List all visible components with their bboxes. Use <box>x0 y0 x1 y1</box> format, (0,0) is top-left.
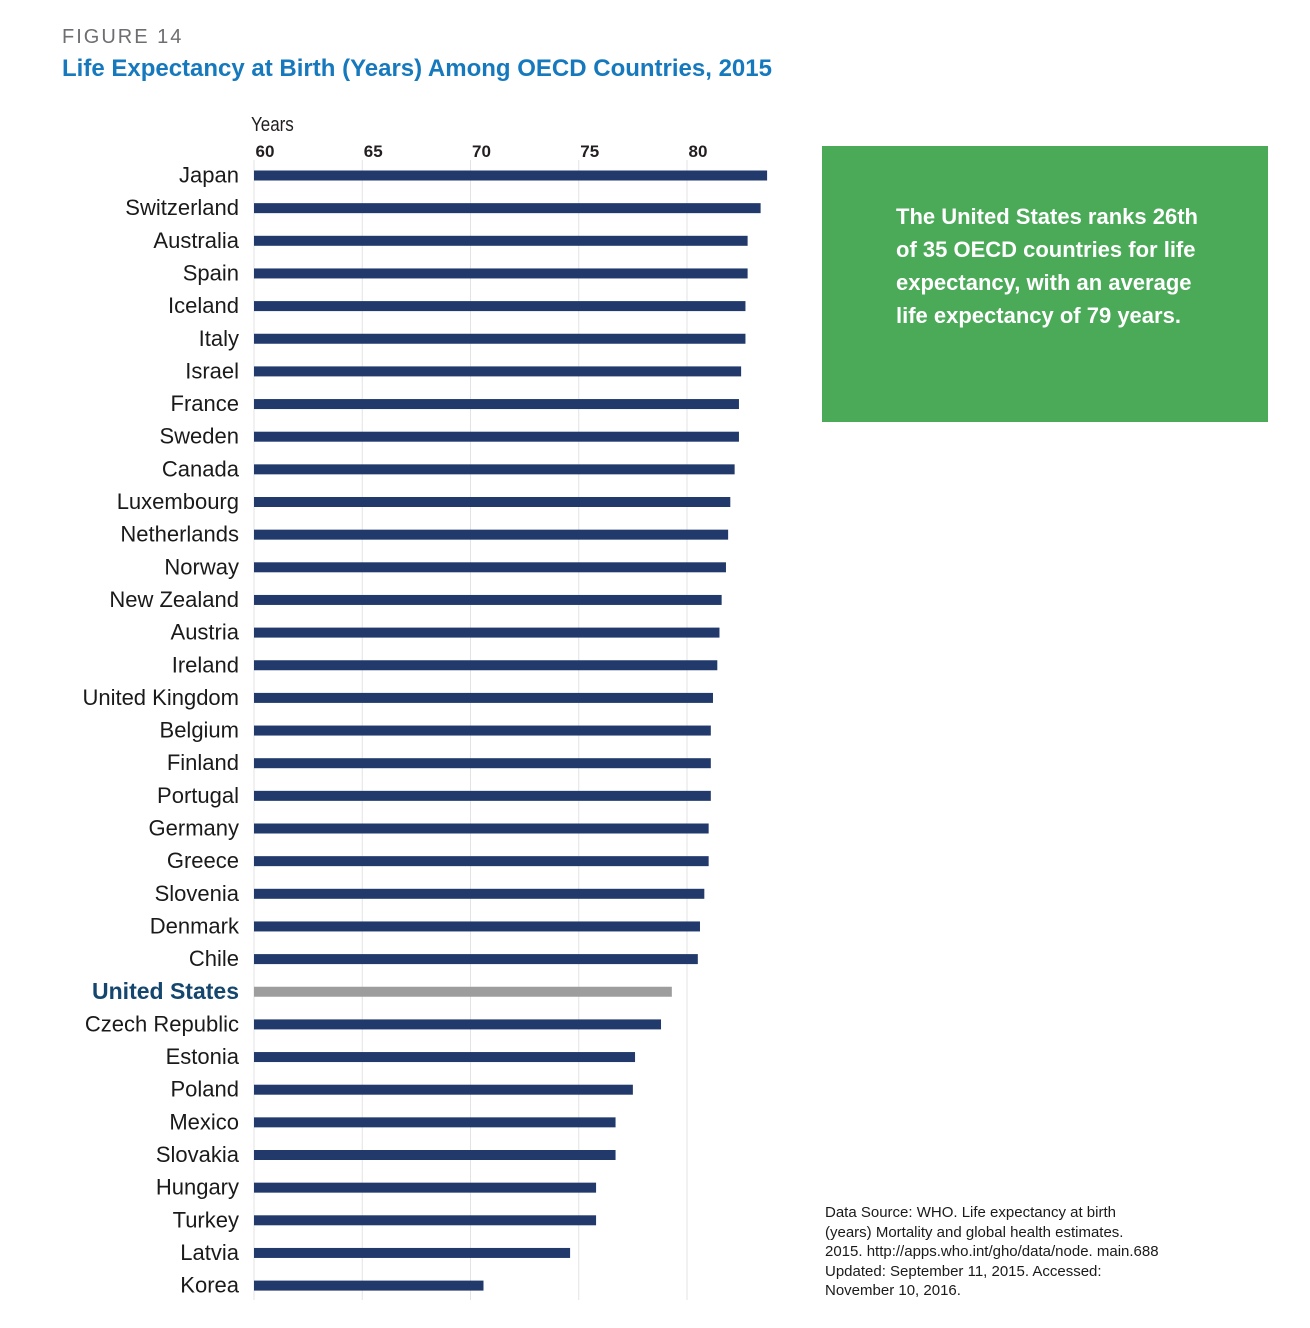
bar-netherlands <box>254 529 729 540</box>
bar-austria <box>254 627 720 638</box>
category-label: Portugal <box>157 783 239 808</box>
data-source-note: Data Source: WHO. Life expectancy at bir… <box>825 1204 1159 1299</box>
bar-spain <box>254 268 748 279</box>
bar-estonia <box>254 1052 636 1063</box>
bar-germany <box>254 823 709 834</box>
bar-new-zealand <box>254 594 722 605</box>
bar-united-states <box>254 986 672 997</box>
x-tick-label: 80 <box>689 142 708 161</box>
bar-canada <box>254 464 735 475</box>
bar-slovenia <box>254 888 705 899</box>
bar-israel <box>254 366 742 377</box>
bar-latvia <box>254 1247 571 1258</box>
category-label: Belgium <box>160 718 239 743</box>
bar-italy <box>254 333 746 344</box>
figure-title: Life Expectancy at Birth (Years) Among O… <box>62 55 772 82</box>
category-label: Slovenia <box>155 881 240 906</box>
category-label: Netherlands <box>120 522 239 547</box>
category-label: Japan <box>179 163 239 188</box>
bar-finland <box>254 758 711 769</box>
category-label: Sweden <box>159 424 239 449</box>
category-label: Austria <box>171 620 240 645</box>
callout-text: The United States ranks 26th of 35 OECD … <box>896 204 1198 328</box>
bar-chile <box>254 954 698 965</box>
category-label: Switzerland <box>125 195 239 220</box>
bar-japan <box>254 170 768 181</box>
bar-turkey <box>254 1215 597 1226</box>
category-label: Iceland <box>168 293 239 318</box>
bar-france <box>254 399 739 410</box>
callout-box: The United States ranks 26th of 35 OECD … <box>822 146 1268 422</box>
bar-australia <box>254 235 748 246</box>
category-label: Czech Republic <box>85 1011 239 1036</box>
bar-hungary <box>254 1182 597 1193</box>
bar-switzerland <box>254 203 761 214</box>
x-tick-label: 65 <box>364 142 383 161</box>
x-axis-ticks: 60 65 70 75 80 <box>256 142 708 161</box>
bar-slovakia <box>254 1150 616 1160</box>
category-label: Korea <box>180 1273 239 1298</box>
category-label: Italy <box>199 326 239 351</box>
category-label: Estonia <box>166 1044 240 1069</box>
x-tick-label: 70 <box>472 142 491 161</box>
category-label: United Kingdom <box>82 685 239 710</box>
category-label: New Zealand <box>109 587 239 612</box>
category-labels: Japan Switzerland Australia Spain Iceland Ita… <box>82 163 240 1298</box>
category-label: Canada <box>162 456 240 481</box>
category-label: Norway <box>164 554 239 579</box>
bar-korea <box>254 1280 484 1291</box>
bar-denmark <box>254 921 700 932</box>
category-label: Poland <box>170 1077 239 1102</box>
category-label: Turkey <box>173 1207 239 1232</box>
bar-czech-republic <box>254 1019 662 1030</box>
x-axis-title: Years <box>251 113 294 136</box>
bar-poland <box>254 1084 633 1095</box>
bar-iceland <box>254 301 746 312</box>
bar-united-kingdom <box>254 692 713 703</box>
category-label: Hungary <box>156 1175 239 1200</box>
category-label: Mexico <box>169 1109 239 1134</box>
x-tick-label: 75 <box>580 142 599 161</box>
bar-sweden <box>254 431 739 442</box>
category-label: United States <box>92 978 239 1004</box>
category-label: Chile <box>189 946 239 971</box>
bar-portugal <box>254 790 711 801</box>
bar-norway <box>254 562 726 573</box>
bars <box>254 170 768 1291</box>
category-label: Luxembourg <box>117 489 239 514</box>
category-label: Finland <box>167 750 239 775</box>
category-label: Greece <box>167 848 239 873</box>
category-label: Denmark <box>150 913 240 938</box>
category-label: Germany <box>149 816 239 841</box>
category-label: Spain <box>183 260 239 285</box>
category-label: Ireland <box>172 652 239 677</box>
category-label: France <box>171 391 239 416</box>
bar-mexico <box>254 1117 616 1128</box>
figure-label: FIGURE 14 <box>62 26 184 48</box>
category-label: Slovakia <box>156 1142 240 1167</box>
category-label: Israel <box>185 358 239 383</box>
bar-belgium <box>254 725 711 736</box>
bar-luxembourg <box>254 497 731 507</box>
bar-ireland <box>254 660 718 671</box>
category-label: Latvia <box>180 1240 239 1265</box>
category-label: Australia <box>153 228 239 253</box>
x-tick-label: 60 <box>256 142 275 161</box>
bar-greece <box>254 856 709 867</box>
